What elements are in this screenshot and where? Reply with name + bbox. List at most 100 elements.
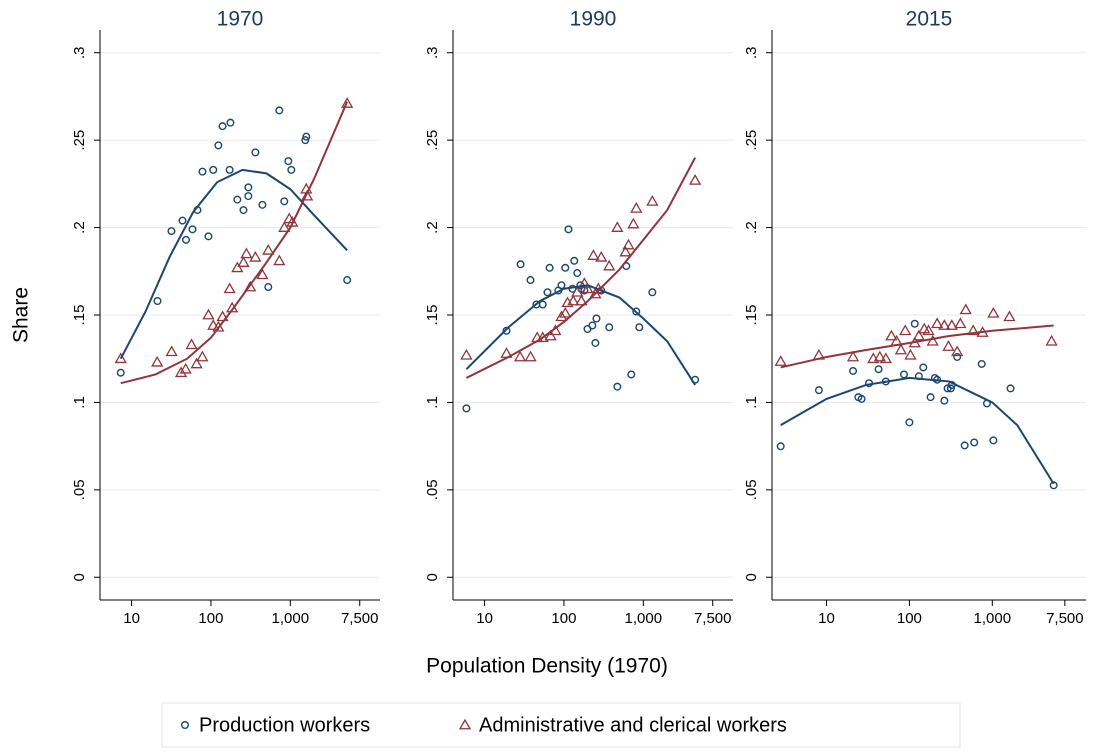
panel-title: 1970 bbox=[217, 8, 264, 31]
triangle-marker bbox=[987, 306, 1000, 318]
y-tick-label: .25 bbox=[71, 130, 88, 151]
x-tick-label: 100 bbox=[198, 610, 223, 627]
triangle-marker bbox=[578, 277, 591, 288]
triangle-marker bbox=[513, 350, 527, 362]
panel: 1970 0 .05 .1 .15 .2 .25 .3 10 100 1,000 7,500 bbox=[71, 8, 380, 627]
circle-marker bbox=[635, 323, 644, 332]
circle-marker bbox=[874, 365, 883, 374]
circle-marker bbox=[301, 136, 310, 145]
x-tick-label: 7,500 bbox=[1046, 610, 1084, 627]
triangle-marker bbox=[524, 350, 537, 362]
circle-marker bbox=[561, 263, 570, 272]
triangle-marker bbox=[114, 352, 127, 364]
triangle-marker bbox=[249, 250, 262, 262]
triangle-marker bbox=[231, 261, 244, 273]
triangle-marker bbox=[873, 350, 886, 362]
y-tick-label: .3 bbox=[743, 46, 760, 59]
triangle-marker bbox=[460, 348, 473, 360]
y-tick-label: .1 bbox=[71, 396, 88, 409]
triangle-marker bbox=[967, 324, 980, 336]
y-tick-label: .1 bbox=[743, 396, 760, 409]
circle-marker bbox=[588, 321, 597, 330]
triangle-marker bbox=[951, 345, 964, 357]
circle-marker bbox=[287, 165, 296, 174]
circle-marker bbox=[627, 370, 636, 379]
fit-line bbox=[120, 101, 349, 385]
circle-marker bbox=[940, 396, 949, 405]
circle-marker bbox=[181, 235, 190, 244]
circle-marker bbox=[302, 132, 311, 141]
circle-marker bbox=[264, 283, 273, 292]
triangle-marker bbox=[627, 217, 640, 229]
circle-marker bbox=[204, 232, 213, 241]
triangle-marker bbox=[846, 350, 860, 362]
circle-marker bbox=[538, 300, 547, 309]
triangle-marker bbox=[1045, 334, 1058, 346]
circle-marker bbox=[244, 192, 253, 201]
x-tick-label: 1,000 bbox=[625, 610, 663, 627]
circle-marker bbox=[930, 373, 939, 382]
triangle-marker bbox=[899, 324, 912, 336]
x-tick-label: 10 bbox=[123, 610, 140, 627]
circle-marker bbox=[605, 323, 614, 332]
triangle-marker bbox=[879, 352, 892, 364]
triangle-marker bbox=[216, 310, 229, 322]
circle-marker bbox=[946, 384, 955, 393]
circle-marker bbox=[225, 165, 234, 174]
triangle-marker bbox=[587, 249, 600, 260]
y-tick-label: .05 bbox=[743, 479, 760, 500]
triangle-marker bbox=[581, 282, 594, 294]
legend-box bbox=[161, 702, 961, 748]
y-tick-label: .1 bbox=[424, 396, 441, 409]
circle-marker bbox=[613, 382, 622, 391]
triangle-marker bbox=[256, 268, 269, 280]
fit-line bbox=[780, 376, 1055, 485]
circle-marker bbox=[516, 260, 525, 269]
circle-marker bbox=[905, 418, 914, 427]
y-tick-label: 0 bbox=[743, 573, 760, 581]
triangle-marker bbox=[589, 287, 602, 299]
triangle-marker bbox=[646, 195, 659, 206]
triangle-marker bbox=[278, 221, 291, 232]
triangle-marker bbox=[630, 202, 643, 213]
x-tick-label: 100 bbox=[551, 610, 576, 627]
circle-marker bbox=[910, 319, 919, 328]
circle-marker bbox=[284, 157, 293, 166]
circle-marker bbox=[1006, 384, 1015, 393]
triangle-marker bbox=[174, 366, 188, 378]
circle-marker bbox=[573, 269, 582, 278]
circle-marker bbox=[592, 314, 601, 323]
triangle-marker bbox=[894, 343, 908, 355]
circle-marker bbox=[919, 363, 928, 372]
triangle-marker bbox=[212, 320, 225, 332]
legend-label: Production workers bbox=[199, 714, 370, 736]
circle-marker bbox=[226, 118, 235, 127]
triangle-marker bbox=[536, 331, 549, 343]
triangle-marker bbox=[458, 718, 472, 730]
circle-marker bbox=[814, 386, 823, 395]
y-tick-label: .25 bbox=[424, 130, 441, 151]
circle-marker bbox=[198, 167, 207, 176]
circle-marker bbox=[244, 183, 253, 192]
x-tick-label: 10 bbox=[476, 610, 493, 627]
triangle-marker bbox=[922, 324, 935, 336]
circle-marker bbox=[167, 227, 176, 236]
circle-marker bbox=[280, 197, 289, 206]
triangle-marker bbox=[555, 310, 568, 322]
circle-marker bbox=[343, 276, 352, 285]
triangle-marker bbox=[301, 189, 314, 201]
triangle-marker bbox=[595, 250, 608, 262]
triangle-marker bbox=[912, 329, 925, 341]
triangle-marker bbox=[689, 174, 702, 185]
y-tick-label: .2 bbox=[743, 221, 760, 234]
circle-marker bbox=[543, 288, 552, 297]
circle-marker bbox=[214, 141, 223, 150]
circle-marker bbox=[209, 165, 218, 174]
y-tick-label: .15 bbox=[71, 305, 88, 326]
circle-marker bbox=[564, 225, 573, 234]
triangle-marker bbox=[571, 285, 584, 297]
triangle-marker bbox=[1003, 310, 1016, 322]
triangle-marker bbox=[223, 282, 236, 294]
y-tick-label: 0 bbox=[71, 573, 88, 581]
